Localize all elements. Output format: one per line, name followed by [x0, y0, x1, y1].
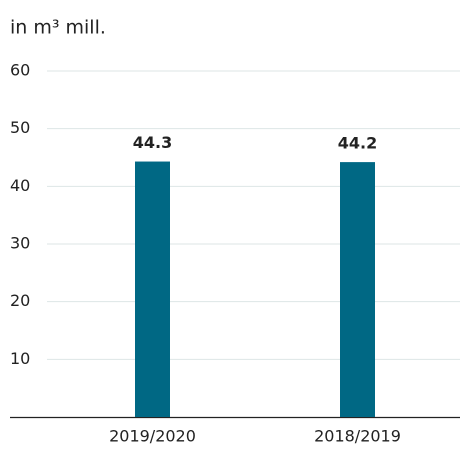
bar	[135, 161, 170, 417]
value-label: 44.3	[133, 133, 172, 152]
y-tick-label: 40	[10, 176, 30, 195]
value-label: 44.2	[338, 134, 377, 153]
y-tick-label: 10	[10, 349, 30, 368]
bar	[340, 162, 375, 417]
y-tick-label: 20	[10, 291, 30, 310]
x-tick-label: 2019/2020	[109, 427, 196, 446]
y-tick-label: 30	[10, 234, 30, 253]
y-axis-label: in m³ mill.	[10, 17, 106, 39]
y-tick-label: 50	[10, 118, 30, 137]
x-tick-label: 2018/2019	[314, 427, 401, 446]
y-tick-label: 60	[10, 61, 30, 80]
